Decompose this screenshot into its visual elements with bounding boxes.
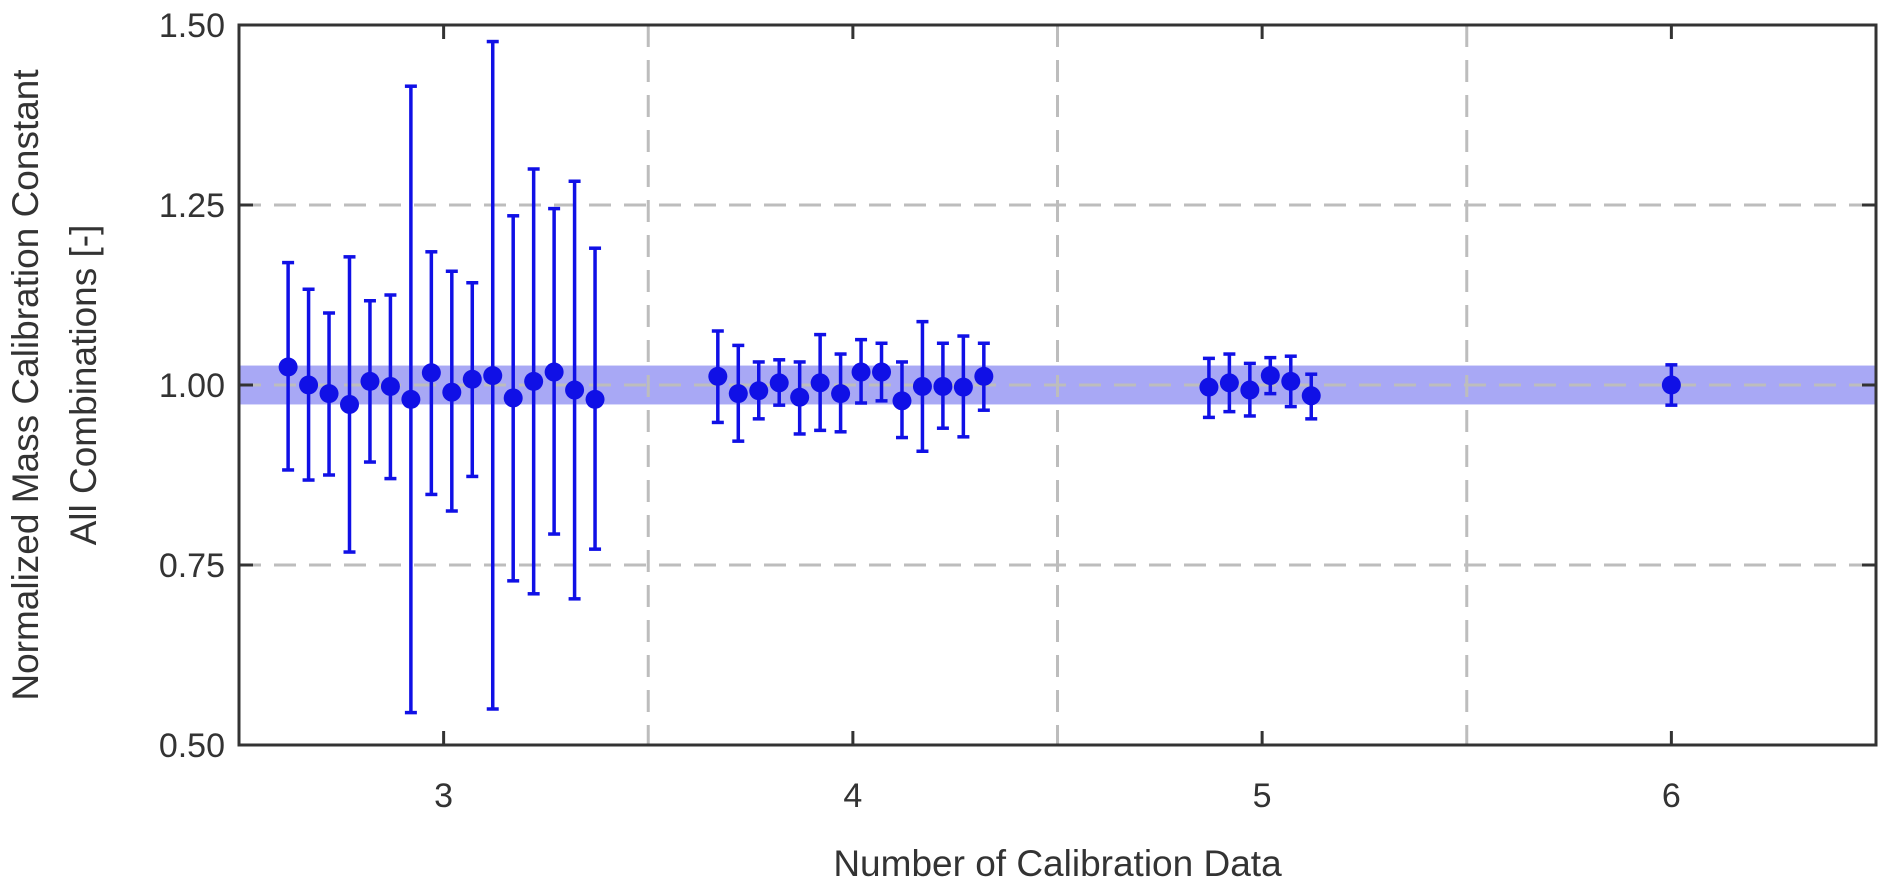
data-point (708, 366, 728, 386)
data-point (810, 373, 830, 393)
data-point (728, 384, 748, 404)
data-point (565, 380, 585, 400)
x-axis-title: Number of Calibration Data (833, 843, 1282, 884)
x-tick-label: 3 (434, 777, 453, 815)
data-point (831, 384, 851, 404)
y-tick-label: 0.50 (159, 727, 225, 765)
data-point (872, 362, 892, 382)
y-tick-labels: 0.50 0.75 1.00 1.25 1.50 (159, 7, 225, 765)
data-point (1219, 373, 1239, 393)
data-point (851, 362, 871, 382)
data-point (1281, 371, 1301, 391)
x-tick-label: 4 (843, 777, 862, 815)
y-axis-title-line-2: All Combinations [-] (63, 225, 104, 546)
data-point (503, 388, 523, 408)
data-point (442, 382, 462, 402)
data-point (360, 371, 380, 391)
y-tick-label: 1.00 (159, 367, 225, 405)
data-point (1260, 366, 1280, 386)
data-point (544, 362, 564, 382)
data-point (1199, 377, 1219, 397)
data-point (462, 369, 482, 389)
data-point (912, 376, 932, 396)
data-point (483, 366, 503, 386)
y-axis-title-line-1: Normalized Mass Calibration Constant (5, 69, 46, 701)
data-point (790, 387, 810, 407)
data-point (749, 381, 769, 401)
data-points (278, 357, 1681, 414)
data-point (585, 389, 605, 409)
data-point (421, 363, 441, 383)
data-point (524, 371, 544, 391)
data-point (299, 375, 319, 395)
y-tick-label: 0.75 (159, 547, 225, 585)
data-point (933, 376, 953, 396)
x-tick-label: 5 (1253, 777, 1272, 815)
data-point (380, 376, 400, 396)
data-point (1661, 375, 1681, 395)
y-tick-label: 1.50 (159, 7, 225, 45)
y-tick-label: 1.25 (159, 187, 225, 225)
data-point (319, 384, 339, 404)
data-point (974, 366, 994, 386)
data-point (953, 377, 973, 397)
data-point (1240, 380, 1260, 400)
data-point (339, 394, 359, 414)
x-tick-labels: 3 4 5 6 (434, 777, 1681, 815)
axis-ticks (239, 23, 1876, 747)
data-point (401, 389, 421, 409)
data-point (769, 373, 789, 393)
data-point (1301, 386, 1321, 406)
x-tick-label: 6 (1662, 777, 1681, 815)
grid-lines (239, 25, 1876, 745)
data-point (892, 391, 912, 411)
data-point (278, 357, 298, 377)
